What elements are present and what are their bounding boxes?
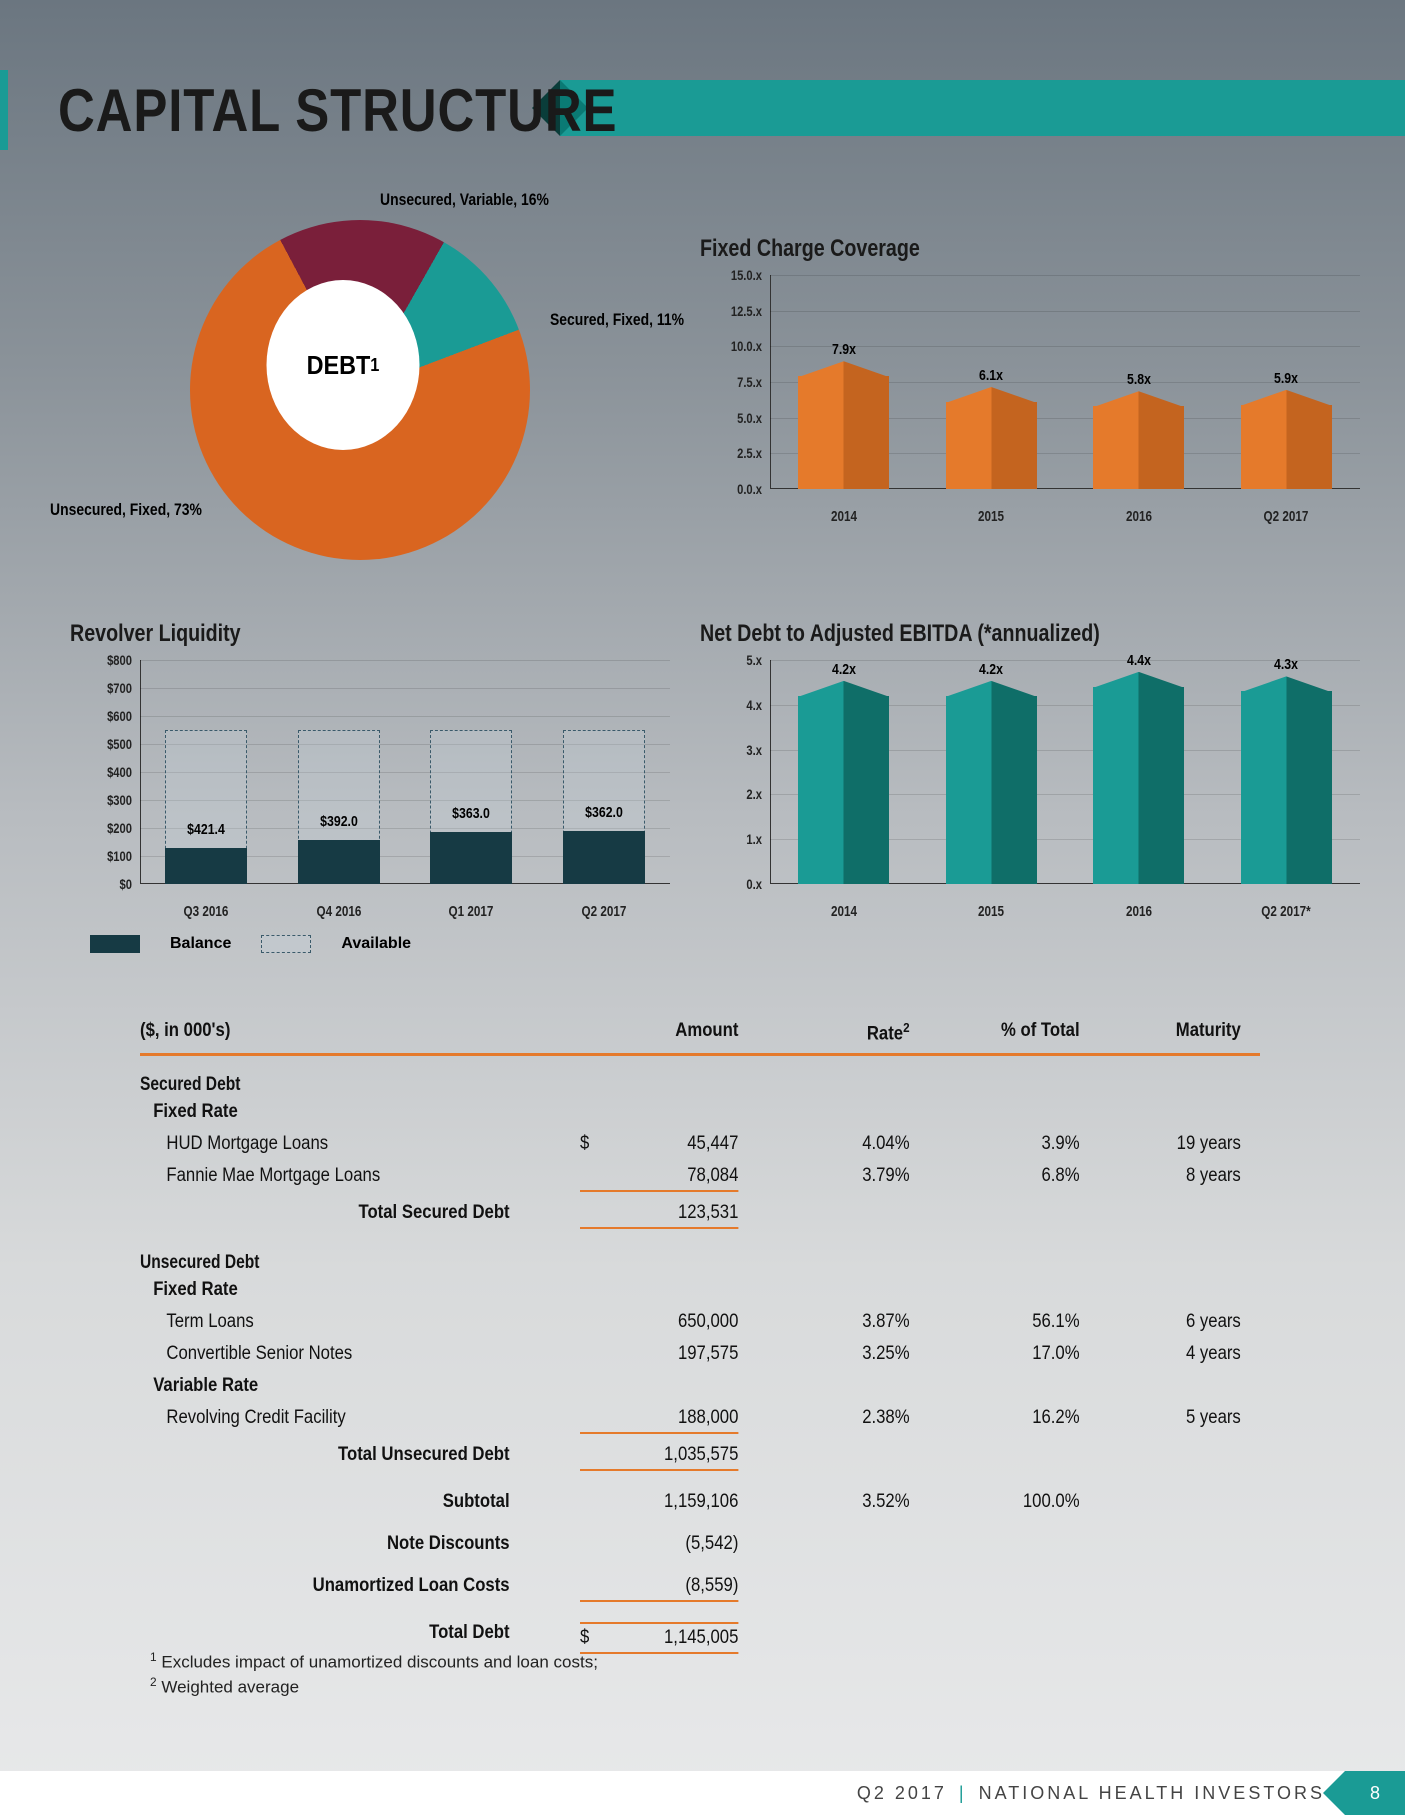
th-label: ($, in 000's)	[140, 1020, 527, 1045]
donut-center-text: DEBT	[307, 350, 371, 381]
cell: 3.9%	[930, 1133, 1080, 1155]
debt-table: ($, in 000's) Amount Rate2 % of Total Ma…	[140, 1020, 1260, 1659]
cell: 197,575	[580, 1343, 738, 1365]
table-row: Fixed Rate	[140, 1096, 1260, 1128]
cell: 8 years	[1100, 1165, 1241, 1192]
donut-slice-label: Secured, Fixed, 11%	[550, 310, 684, 330]
footer-period: Q2 2017	[857, 1783, 947, 1804]
table-row: Term Loans 650,000 3.87% 56.1% 6 years	[140, 1306, 1260, 1338]
table-row: Revolving Credit Facility 188,000 2.38% …	[140, 1402, 1260, 1439]
cell: 2.38%	[760, 1407, 910, 1434]
donut-slice-label: Unsecured, Variable, 16%	[380, 190, 549, 210]
cell: $1,145,005	[580, 1622, 738, 1654]
page-footer: Q2 2017 | NATIONAL HEALTH INVESTORS 8	[0, 1771, 1405, 1815]
cell: HUD Mortgage Loans	[140, 1133, 527, 1155]
cell: 188,000	[580, 1407, 738, 1434]
legend-swatch-available	[261, 935, 311, 953]
th-pct: % of Total	[930, 1020, 1080, 1045]
cell: Unamortized Loan Costs	[140, 1575, 527, 1602]
cell: 4.04%	[760, 1133, 910, 1155]
subheader: Fixed Rate	[140, 1101, 527, 1123]
table-subtotal-row: Subtotal 1,159,106 3.52% 100.0%	[140, 1486, 1260, 1518]
cell: 17.0%	[930, 1343, 1080, 1365]
cell: (8,559)	[580, 1575, 738, 1602]
subheader: Variable Rate	[140, 1375, 527, 1397]
chart-title: Net Debt to Adjusted EBITDA (*annualized…	[700, 620, 1249, 648]
th-rate: Rate2	[760, 1020, 910, 1045]
title-wrap: CAPITAL STRUCTURE	[0, 70, 1405, 150]
cell: 19 years	[1100, 1133, 1241, 1155]
cell: Convertible Senior Notes	[140, 1343, 527, 1365]
footer-company: NATIONAL HEALTH INVESTORS	[979, 1783, 1325, 1804]
table-row: Variable Rate	[140, 1370, 1260, 1402]
legend-label: Available	[341, 935, 411, 953]
fixed-charge-chart: Fixed Charge Coverage 0.0.x2.5.x5.0.x7.5…	[700, 235, 1370, 525]
cell: 4 years	[1100, 1343, 1241, 1365]
cell: 6.8%	[930, 1165, 1080, 1192]
cell: 3.79%	[760, 1165, 910, 1192]
revolver-chart: Revolver Liquidity $0$100$200$300$400$50…	[70, 620, 680, 920]
table-total-row: Total Unsecured Debt 1,035,575	[140, 1439, 1260, 1476]
page-number: 8	[1345, 1771, 1405, 1815]
chart-title: Fixed Charge Coverage	[700, 235, 1249, 263]
footnote-2: 2 Weighted average	[150, 1675, 299, 1698]
legend-label: Balance	[170, 935, 231, 953]
table-total-row: Total Secured Debt 123,531	[140, 1197, 1260, 1234]
title-accent-bar	[0, 70, 8, 150]
section-header: Unsecured Debt	[140, 1252, 1058, 1274]
table-row: Fixed Rate	[140, 1274, 1260, 1306]
chart-title: Revolver Liquidity	[70, 620, 570, 648]
cell: Revolving Credit Facility	[140, 1407, 527, 1434]
cell: Fannie Mae Mortgage Loans	[140, 1165, 527, 1192]
cell: 56.1%	[930, 1311, 1080, 1333]
table-row: HUD Mortgage Loans $45,447 4.04% 3.9% 19…	[140, 1128, 1260, 1160]
cell: 6 years	[1100, 1311, 1241, 1333]
debt-donut-chart: DEBT1 Unsecured, Variable, 16% Secured, …	[80, 190, 640, 590]
cell: Total Unsecured Debt	[140, 1444, 527, 1471]
cell: 1,035,575	[580, 1444, 738, 1471]
cell: Total Secured Debt	[140, 1202, 527, 1229]
cell: Subtotal	[140, 1491, 527, 1513]
cell: 16.2%	[930, 1407, 1080, 1434]
cell: 3.25%	[760, 1343, 910, 1365]
cell: $45,447	[580, 1133, 738, 1155]
cell: 5 years	[1100, 1407, 1241, 1434]
cell: 100.0%	[930, 1491, 1080, 1513]
cell: 650,000	[580, 1311, 738, 1333]
table-header-row: ($, in 000's) Amount Rate2 % of Total Ma…	[140, 1020, 1260, 1056]
donut-center-sup: 1	[370, 355, 379, 376]
cell: Term Loans	[140, 1311, 527, 1333]
cell: 1,159,106	[580, 1491, 738, 1513]
th-maturity: Maturity	[1100, 1020, 1241, 1045]
donut-slice-label: Unsecured, Fixed, 73%	[50, 500, 202, 520]
footnote-1: 1 Excludes impact of unamortized discoun…	[150, 1650, 598, 1673]
page-title: CAPITAL STRUCTURE	[58, 76, 617, 145]
cell: Note Discounts	[140, 1533, 527, 1555]
table-row: Fannie Mae Mortgage Loans 78,084 3.79% 6…	[140, 1160, 1260, 1197]
cell: 3.87%	[760, 1311, 910, 1333]
cell: 78,084	[580, 1165, 738, 1192]
donut-center-label: DEBT1	[267, 280, 420, 450]
cell: (5,542)	[580, 1533, 738, 1555]
th-amount: Amount	[580, 1020, 738, 1045]
table-row: Note Discounts (5,542)	[140, 1528, 1260, 1560]
revolver-legend: Balance Available	[90, 935, 411, 953]
subheader: Fixed Rate	[140, 1279, 527, 1301]
netdebt-chart: Net Debt to Adjusted EBITDA (*annualized…	[700, 620, 1370, 920]
table-row: Unamortized Loan Costs (8,559)	[140, 1570, 1260, 1607]
section-header: Secured Debt	[140, 1074, 1058, 1096]
table-row: Convertible Senior Notes 197,575 3.25% 1…	[140, 1338, 1260, 1370]
footer-divider: |	[959, 1783, 967, 1804]
cell: 3.52%	[760, 1491, 910, 1513]
cell: 123,531	[580, 1202, 738, 1229]
legend-swatch-balance	[90, 935, 140, 953]
